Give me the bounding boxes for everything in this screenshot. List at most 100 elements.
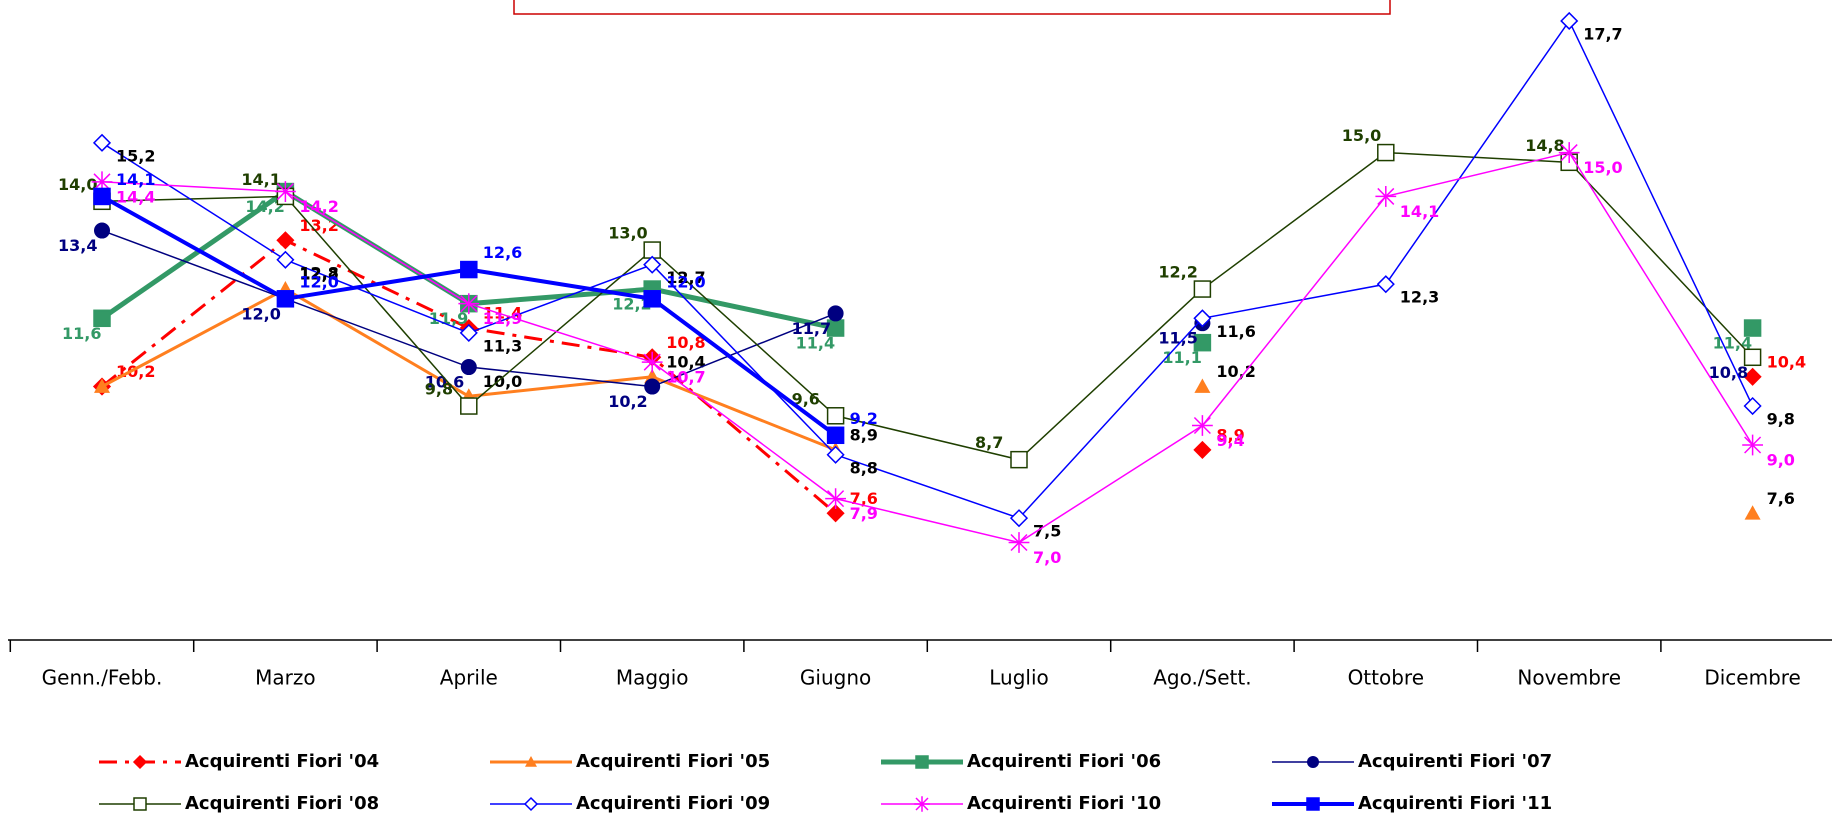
data-label: 14,1 — [241, 170, 280, 189]
marker — [93, 187, 111, 206]
data-label: 9,4 — [1216, 431, 1244, 450]
data-label: 10,4 — [666, 352, 705, 371]
data-label: 10,2 — [608, 392, 647, 411]
data-label: 9,2 — [850, 409, 878, 428]
marker — [276, 231, 295, 250]
legend-marker — [132, 754, 148, 770]
data-label: 7,9 — [850, 504, 878, 523]
marker — [1192, 415, 1213, 436]
marker — [644, 368, 661, 384]
legend-label: Acquirenti Fiori '10 — [967, 793, 1161, 814]
marker — [1193, 309, 1212, 328]
marker — [1742, 434, 1763, 456]
marker — [458, 293, 480, 315]
data-label: 9,8 — [425, 380, 453, 399]
data-label: 12,0 — [299, 272, 338, 291]
marker — [1194, 378, 1211, 393]
marker — [460, 260, 478, 279]
legend-label: Acquirenti Fiori '11 — [1358, 793, 1552, 814]
data-label: 14,1 — [116, 170, 155, 189]
data-label: 12,6 — [483, 243, 522, 262]
legend-marker — [523, 796, 539, 812]
marker — [275, 181, 296, 202]
data-label: 14,0 — [58, 175, 97, 194]
marker — [644, 378, 661, 395]
series-line — [101, 19, 1754, 520]
series-line — [101, 151, 1754, 544]
data-label: 9,6 — [792, 389, 820, 408]
data-label: 13,0 — [608, 224, 647, 243]
data-label: 11,6 — [1216, 322, 1255, 341]
data-label: 15,0 — [1583, 158, 1622, 177]
marker — [91, 171, 113, 193]
data-label: 14,2 — [245, 197, 284, 216]
legend-item: Acquirenti Fiori '06 — [881, 751, 1161, 772]
legend-item: Acquirenti Fiori '11 — [1272, 793, 1552, 814]
marker — [1008, 532, 1030, 553]
marker — [460, 359, 477, 376]
data-label: 10,7 — [666, 368, 705, 387]
data-label: 14,1 — [1400, 202, 1439, 221]
x-tick-label: Marzo — [255, 666, 315, 690]
x-tick-label: Aprile — [440, 666, 498, 690]
data-label: 11,4 — [796, 334, 835, 353]
legend-marker — [1306, 797, 1320, 811]
x-tick-label: Luglio — [989, 666, 1049, 690]
data-label: 7,0 — [1033, 548, 1061, 567]
marker — [93, 309, 111, 328]
data-label: 10,2 — [116, 362, 155, 381]
marker — [827, 305, 844, 322]
x-tick-label: Giugno — [800, 666, 871, 690]
marker — [1743, 367, 1762, 386]
legend-item: Acquirenti Fiori '10 — [881, 793, 1161, 814]
data-label: 12,3 — [1400, 288, 1439, 307]
marker — [826, 426, 845, 445]
series-line — [102, 192, 1753, 328]
marker — [825, 488, 846, 510]
data-label: 11,9 — [483, 309, 522, 328]
marker — [826, 407, 845, 425]
legend-label: Acquirenti Fiori '05 — [576, 751, 770, 772]
data-label: 12,8 — [299, 263, 338, 282]
marker — [276, 290, 295, 308]
legend-label: Acquirenti Fiori '09 — [576, 793, 770, 814]
x-tick-label: Ottobre — [1348, 666, 1424, 690]
legend-marker — [525, 756, 537, 767]
data-label: 10,8 — [666, 333, 705, 352]
x-tick-label: Dicembre — [1704, 666, 1801, 690]
marker — [1193, 440, 1212, 459]
marker — [1744, 505, 1761, 520]
data-label: 13,4 — [58, 236, 97, 255]
series-line — [102, 231, 1753, 387]
legend-marker — [914, 796, 930, 812]
data-label: 10,2 — [1216, 362, 1255, 381]
marker — [1193, 280, 1212, 298]
data-label: 8,9 — [850, 425, 878, 444]
data-label: 7,5 — [1033, 522, 1061, 541]
marker — [826, 504, 845, 523]
marker — [92, 133, 112, 152]
data-label: 15,0 — [1342, 126, 1381, 145]
data-label: 11,1 — [1162, 348, 1201, 367]
data-label: 11,9 — [429, 309, 468, 328]
marker — [1009, 509, 1029, 528]
data-label: 14,2 — [299, 197, 338, 216]
data-label: 14,4 — [116, 187, 155, 206]
legend-item: Acquirenti Fiori '05 — [490, 751, 770, 772]
marker — [1010, 450, 1028, 469]
data-label: 11,3 — [483, 336, 522, 355]
data-label: 12,0 — [666, 272, 705, 291]
marker — [643, 255, 662, 274]
legend-marker — [915, 755, 929, 769]
data-label: 8,8 — [850, 458, 878, 477]
title-box — [513, 0, 1391, 15]
marker — [276, 250, 295, 269]
data-label: 12,2 — [612, 295, 651, 314]
marker — [1377, 143, 1395, 162]
legend-label: Acquirenti Fiori '07 — [1358, 751, 1552, 772]
data-label: 8,7 — [975, 433, 1003, 452]
x-tick-label: Novembre — [1517, 666, 1621, 690]
data-label: 11,4 — [1713, 334, 1752, 353]
marker — [826, 445, 845, 464]
